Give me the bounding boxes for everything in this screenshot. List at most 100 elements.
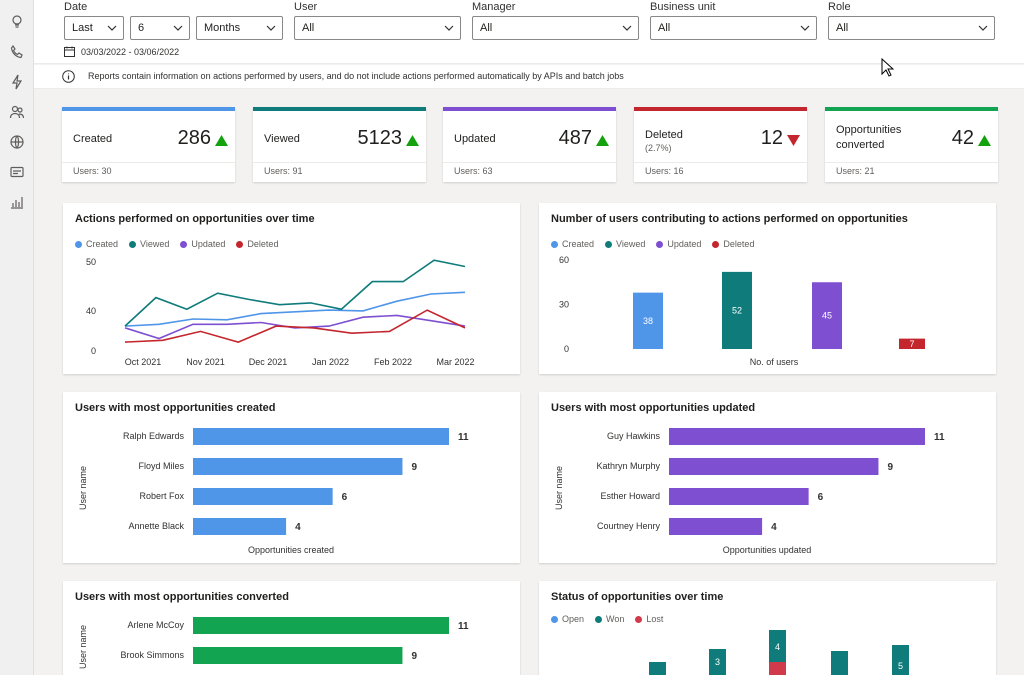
info-message: Reports contain information on actions p… <box>88 71 624 81</box>
date-count-value: 6 <box>138 22 145 34</box>
bar-lost <box>769 662 786 675</box>
people-icon[interactable] <box>9 104 25 120</box>
series-line-viewed <box>124 259 466 327</box>
series-line-deleted <box>124 309 466 343</box>
bar-value-label: 4 <box>295 522 301 533</box>
bar-deleted <box>899 338 925 349</box>
kpi-users: Users: 21 <box>836 166 875 176</box>
kpi-color-bar <box>825 107 998 111</box>
bar-value-label: 52 <box>732 305 742 315</box>
globe-icon[interactable] <box>9 134 25 150</box>
filter-bar: Date Last 6 Months 03/03/2022 - 03/06/20… <box>34 0 1024 64</box>
legend-label: Created <box>562 239 595 249</box>
bar-value-label: 9 <box>411 651 417 662</box>
x-axis-title: No. of users <box>750 357 799 367</box>
bar <box>669 488 809 505</box>
bar-value-label: 38 <box>643 316 653 326</box>
chevron-down-icon <box>800 25 810 31</box>
legend-item[interactable]: Won <box>595 614 624 624</box>
legend-item[interactable]: Viewed <box>129 239 169 249</box>
trend-up-icon <box>596 135 609 146</box>
bar-chart: Guy Hawkins 11 Kathryn Murphy 9 Esther Howar… <box>554 428 945 555</box>
legend-item[interactable]: Updated <box>656 239 701 249</box>
card-title: Status of opportunities over time <box>551 591 724 603</box>
legend-dot <box>605 240 613 248</box>
kpi-divider <box>825 162 998 163</box>
legend-item[interactable]: Lost <box>635 614 663 624</box>
legend-label: Viewed <box>140 239 170 249</box>
kpi-card-created[interactable]: Created 286 Users: 30 <box>62 107 235 182</box>
phone-icon[interactable] <box>9 44 25 60</box>
legend-item[interactable]: Updated <box>180 239 225 249</box>
legend-item[interactable]: Open <box>551 614 584 624</box>
kpi-card-deleted[interactable]: Deleted (2.7%) 12 Users: 16 <box>634 107 807 182</box>
trend-down-icon <box>787 135 800 146</box>
date-count-select[interactable]: 6 <box>130 16 190 40</box>
business-unit-filter-label: Business unit <box>650 1 716 13</box>
bar-chart: Ralph Edwards 11 Floyd Miles 9 Robert Fox 6 An… <box>78 428 469 555</box>
bar-value-label: 45 <box>822 311 832 321</box>
stacked-column-chart: 3 4 5 <box>649 630 909 675</box>
bar-value-label: 5 <box>898 661 903 671</box>
y-axis-title: User name <box>78 625 88 669</box>
bar <box>193 647 403 664</box>
kpi-value: 5123 <box>357 127 403 149</box>
bar-won <box>831 651 848 675</box>
bar <box>669 458 879 475</box>
kpi-users: Users: 63 <box>454 166 493 176</box>
legend-dot <box>129 240 137 248</box>
kpi-value: 42 <box>951 127 974 149</box>
kpi-users: Users: 30 <box>73 166 112 176</box>
legend-dot <box>236 240 244 248</box>
business-unit-select[interactable]: All <box>650 16 817 40</box>
x-tick-label: Jan 2022 <box>312 357 349 367</box>
role-select[interactable]: All <box>828 16 995 40</box>
bar-value-label: 9 <box>411 462 417 473</box>
series-line-created <box>124 291 466 327</box>
bar-value-label: 11 <box>458 621 469 632</box>
kpi-divider <box>634 162 807 163</box>
date-range-text: 03/03/2022 - 03/06/2022 <box>81 46 180 57</box>
y-axis-title: User name <box>78 466 88 510</box>
lightning-icon[interactable] <box>9 74 25 90</box>
date-range-type-select[interactable]: Last <box>64 16 124 40</box>
y-tick-label: 0 <box>91 346 96 356</box>
role-select-value: All <box>836 22 849 34</box>
legend-label: Updated <box>191 239 226 249</box>
bar <box>193 428 449 445</box>
legend-dot <box>551 615 558 623</box>
x-tick-label: Feb 2022 <box>374 357 412 367</box>
category-label: Esther Howard <box>600 491 660 501</box>
legend-item[interactable]: Deleted <box>712 239 754 249</box>
kpi-card-viewed[interactable]: Viewed 5123 Users: 91 <box>253 107 426 182</box>
legend-label: Deleted <box>723 239 755 249</box>
bar <box>193 518 287 535</box>
manager-select[interactable]: All <box>472 16 639 40</box>
category-label: Courtney Henry <box>597 521 661 531</box>
user-select-value: All <box>302 22 315 34</box>
card-title: Actions performed on opportunities over … <box>75 213 315 225</box>
category-label: Robert Fox <box>139 491 184 501</box>
date-unit-select[interactable]: Months <box>196 16 283 40</box>
chart-icon[interactable] <box>9 194 25 210</box>
bar-value-label: 7 <box>909 339 914 349</box>
bar <box>669 428 925 445</box>
legend-item[interactable]: Created <box>75 239 118 249</box>
bar <box>669 518 763 535</box>
column-chart: 0 30 60 38 52 45 7 No. of users <box>559 255 925 367</box>
legend-item[interactable]: Deleted <box>236 239 278 249</box>
legend-item[interactable]: Created <box>551 239 594 249</box>
kpi-card-updated[interactable]: Updated 487 Users: 63 <box>443 107 616 182</box>
legend-item[interactable]: Viewed <box>605 239 645 249</box>
chevron-down-icon <box>266 25 276 31</box>
user-select[interactable]: All <box>294 16 461 40</box>
x-axis-title: Opportunities updated <box>723 545 812 555</box>
legend-dot <box>712 240 720 248</box>
most-updated-card: Users with most opportunities updated Gu… <box>539 392 996 563</box>
chevron-down-icon <box>622 25 632 31</box>
card-icon[interactable] <box>9 164 25 180</box>
kpi-card-opportunities-converted[interactable]: Opportunities converted 42 Users: 21 <box>825 107 998 182</box>
bar-value-label: 4 <box>775 642 780 652</box>
lightbulb-icon[interactable] <box>9 14 25 30</box>
bar-value-label: 9 <box>887 462 893 473</box>
